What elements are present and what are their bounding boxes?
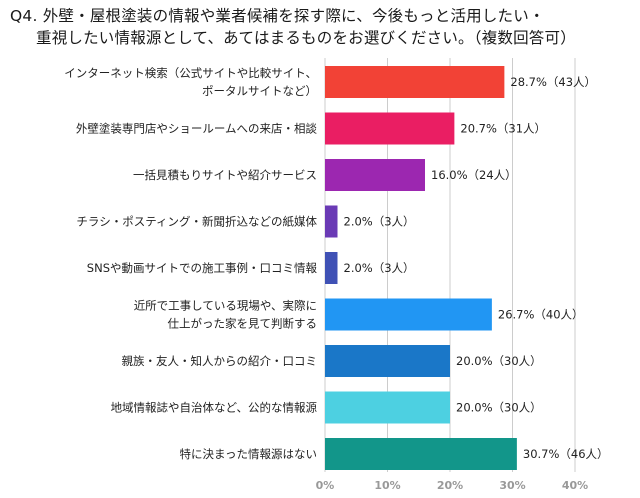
value-label: 2.0%（3人） (344, 261, 415, 275)
category-label: 近所で工事している現場や、実際に (134, 299, 317, 313)
x-tick-label: 0% (316, 479, 335, 492)
value-label: 20.0%（30人） (456, 354, 542, 368)
value-label: 30.7%（46人） (523, 447, 609, 461)
category-label: チラシ・ポスティング・新聞折込などの紙媒体 (76, 215, 317, 229)
bar (325, 66, 505, 98)
category-label: SNSや動画サイトでの施工事例・口コミ情報 (87, 261, 318, 275)
category-label: 一括見積もりサイトや紹介サービス (133, 168, 317, 182)
x-tick-label: 30% (499, 479, 525, 492)
bar (325, 252, 338, 284)
bar (325, 438, 517, 470)
value-label: 20.0%（30人） (456, 401, 542, 415)
category-label: インターネット検索（公式サイトや比較サイト、 (64, 66, 317, 80)
category-label: 親族・友人・知人からの紹介・口コミ (122, 354, 318, 368)
category-label: 仕上がった家を見て判断する (168, 317, 318, 331)
bar (325, 205, 338, 238)
value-label: 2.0%（3人） (344, 215, 415, 229)
category-label: 地域情報誌や自治体など、公的な情報源 (111, 401, 318, 415)
bar (325, 391, 450, 424)
x-tick-label: 10% (374, 479, 400, 492)
value-label: 16.0%（24人） (431, 168, 517, 182)
category-label: 外壁塗装専門店やショールームへの来店・相談 (76, 122, 318, 136)
category-label: 特に決まった情報源はない (179, 447, 317, 461)
x-tick-label: 20% (437, 479, 463, 492)
value-label: 26.7%（40人） (498, 308, 584, 322)
x-tick-label: 40% (562, 479, 588, 492)
category-label: ポータルサイトなど） (202, 84, 317, 98)
chart-title-line-2: 重視したい情報源として、あてはまるものをお選びください。（複数回答可） (36, 29, 576, 47)
bar (325, 298, 492, 331)
value-label: 28.7%（43人） (510, 75, 596, 89)
bar (325, 159, 425, 191)
bar (325, 345, 450, 377)
chart-title-line-1: Q4. 外壁・屋根塗装の情報や業者候補を探す際に、今後もっと活用したい・ (10, 7, 545, 25)
value-label: 20.7%（31人） (460, 122, 546, 136)
bar (325, 112, 455, 145)
